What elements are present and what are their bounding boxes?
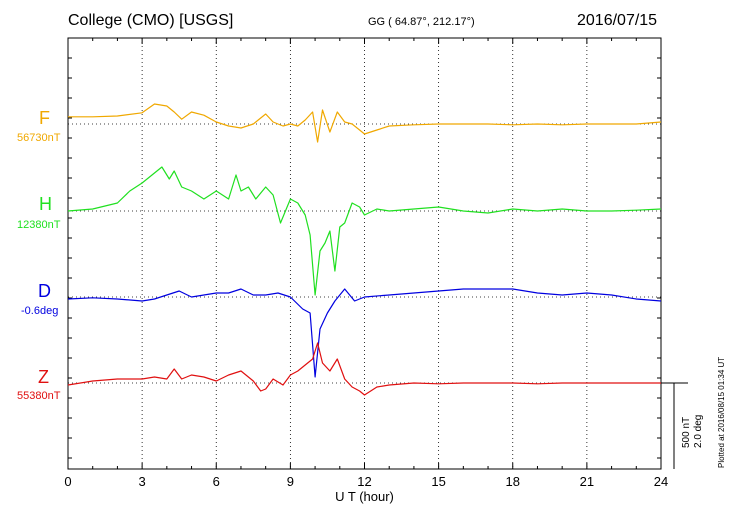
series-line-f [68, 103, 662, 143]
channel-d-baseline: -0.6deg [21, 305, 59, 317]
x-tick-label: 9 [287, 474, 294, 489]
x-axis-label: U T (hour) [335, 489, 394, 504]
series-line-z [67, 342, 661, 396]
date-label: 2016/07/15 [577, 12, 658, 29]
series-line-h [67, 166, 662, 296]
x-tick-label: 0 [64, 474, 71, 489]
x-tick-label: 12 [357, 474, 371, 489]
coordinates-label: GG ( 64.87°, 212.17°) [368, 16, 475, 28]
plotted-timestamp: Plotted at 2016/08/15 01:34 UT [717, 356, 726, 468]
channel-z-baseline: 55380nT [17, 390, 61, 402]
scale-nt-label: 500 nT [681, 416, 692, 448]
channel-h-letter: H [39, 194, 52, 214]
station-title: College (CMO) [USGS] [68, 12, 234, 29]
x-tick-label: 6 [213, 474, 220, 489]
x-tick-label: 15 [431, 474, 445, 489]
channel-f-baseline: 56730nT [17, 132, 61, 144]
channel-f-letter: F [39, 108, 50, 128]
x-tick-label: 21 [580, 474, 594, 489]
x-tick-label: 18 [506, 474, 520, 489]
series-line-d [67, 288, 662, 378]
channel-h-baseline: 12380nT [17, 219, 61, 231]
x-tick-label: 24 [654, 474, 668, 489]
scale-deg-label: 2.0 deg [693, 414, 704, 448]
channel-z-letter: Z [38, 367, 49, 387]
x-tick-label: 3 [139, 474, 146, 489]
channel-d-letter: D [38, 281, 51, 301]
